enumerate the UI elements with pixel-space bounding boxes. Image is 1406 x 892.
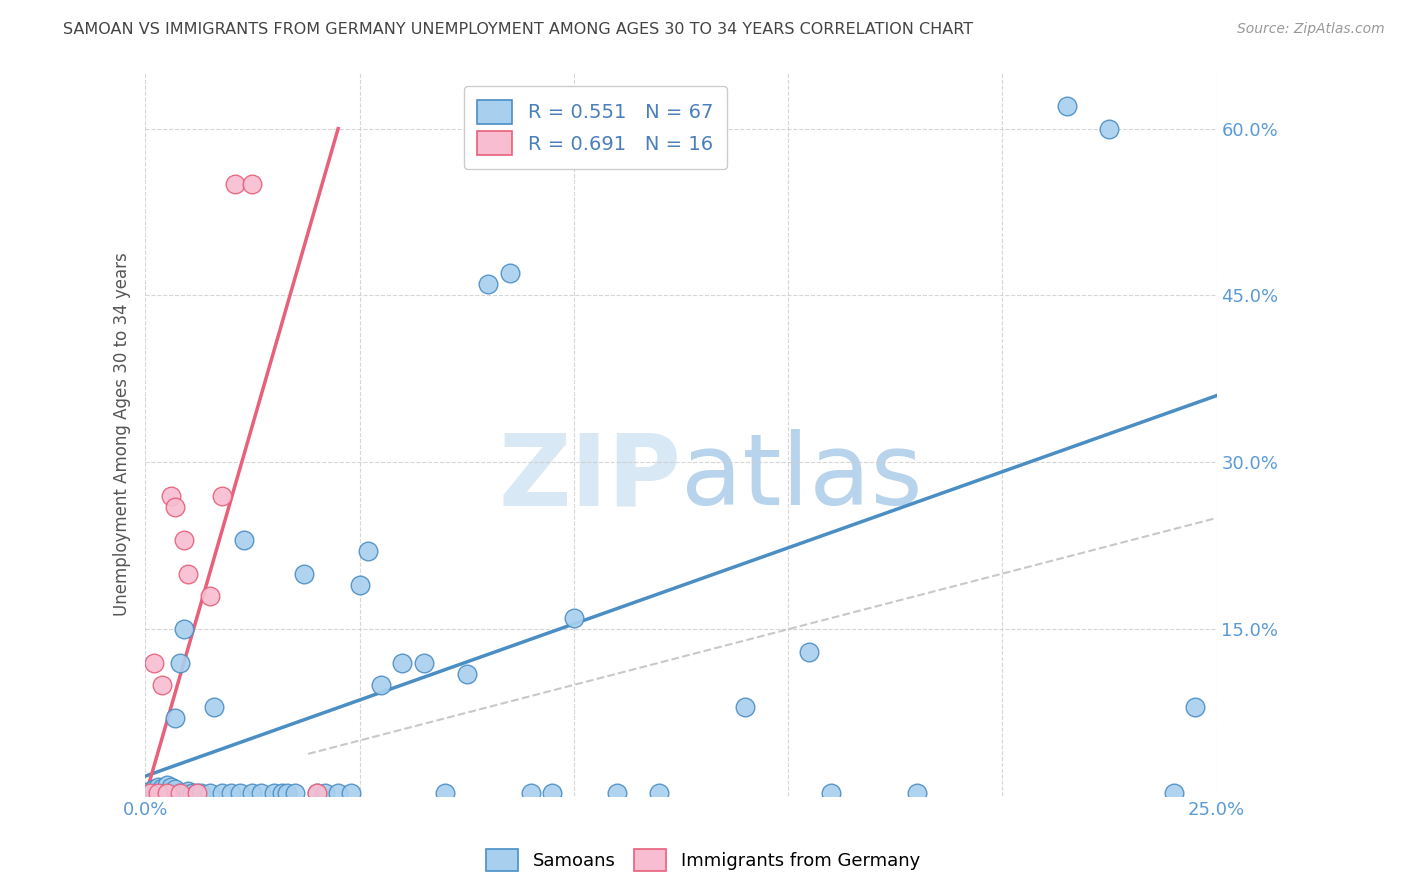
Point <box>165 782 187 797</box>
Point <box>160 786 183 800</box>
Point <box>186 786 208 800</box>
Point <box>146 780 169 795</box>
Point <box>242 178 264 192</box>
Point <box>156 786 179 800</box>
Point <box>326 786 349 800</box>
Point <box>905 786 928 800</box>
Point <box>477 277 499 292</box>
Legend: R = 0.551   N = 67, R = 0.691   N = 16: R = 0.551 N = 67, R = 0.691 N = 16 <box>464 87 727 169</box>
Point <box>202 700 225 714</box>
Point <box>498 266 520 280</box>
Point <box>156 786 179 800</box>
Point <box>165 500 187 514</box>
Point <box>177 786 200 800</box>
Point <box>152 786 174 800</box>
Point <box>146 786 169 800</box>
Point <box>156 778 179 792</box>
Point <box>370 678 392 692</box>
Point <box>219 786 242 800</box>
Point <box>1098 121 1121 136</box>
Point <box>292 566 315 581</box>
Point <box>340 786 363 800</box>
Point <box>541 786 564 800</box>
Point <box>152 678 174 692</box>
Point <box>142 656 165 670</box>
Point <box>190 786 212 800</box>
Point <box>173 786 195 800</box>
Point <box>305 786 328 800</box>
Point <box>160 489 183 503</box>
Point <box>173 533 195 548</box>
Point <box>412 656 434 670</box>
Point <box>357 544 380 558</box>
Text: Source: ZipAtlas.com: Source: ZipAtlas.com <box>1237 22 1385 37</box>
Text: atlas: atlas <box>681 429 922 526</box>
Point <box>156 783 179 797</box>
Point <box>284 786 307 800</box>
Point <box>228 786 250 800</box>
Point <box>349 578 371 592</box>
Point <box>606 786 628 800</box>
Y-axis label: Unemployment Among Ages 30 to 34 years: Unemployment Among Ages 30 to 34 years <box>114 252 131 616</box>
Point <box>232 533 254 548</box>
Point <box>169 656 191 670</box>
Point <box>242 786 264 800</box>
Point <box>138 783 160 797</box>
Point <box>177 566 200 581</box>
Point <box>146 783 169 797</box>
Point <box>1184 700 1206 714</box>
Point <box>142 786 165 800</box>
Point <box>177 783 200 797</box>
Point <box>434 786 457 800</box>
Point <box>152 783 174 797</box>
Point <box>520 786 543 800</box>
Point <box>562 611 585 625</box>
Point <box>160 780 183 795</box>
Point <box>271 786 294 800</box>
Point <box>138 786 160 800</box>
Point <box>160 783 183 797</box>
Point <box>799 644 821 658</box>
Point <box>169 786 191 800</box>
Point <box>456 666 478 681</box>
Point <box>165 786 187 800</box>
Point <box>734 700 756 714</box>
Point <box>305 786 328 800</box>
Point <box>391 656 413 670</box>
Point <box>211 489 233 503</box>
Point <box>211 786 233 800</box>
Legend: Samoans, Immigrants from Germany: Samoans, Immigrants from Germany <box>479 842 927 879</box>
Text: ZIP: ZIP <box>498 429 681 526</box>
Point <box>1163 786 1185 800</box>
Point <box>250 786 273 800</box>
Point <box>820 786 842 800</box>
Point <box>173 622 195 636</box>
Point <box>142 782 165 797</box>
Point <box>263 786 285 800</box>
Point <box>186 786 208 800</box>
Point <box>648 786 671 800</box>
Text: SAMOAN VS IMMIGRANTS FROM GERMANY UNEMPLOYMENT AMONG AGES 30 TO 34 YEARS CORRELA: SAMOAN VS IMMIGRANTS FROM GERMANY UNEMPL… <box>63 22 973 37</box>
Point <box>314 786 336 800</box>
Point <box>1056 99 1078 113</box>
Point <box>138 786 160 800</box>
Point <box>224 178 246 192</box>
Point <box>181 786 204 800</box>
Point <box>198 786 221 800</box>
Point <box>276 786 298 800</box>
Point <box>169 786 191 800</box>
Point <box>198 589 221 603</box>
Point <box>152 781 174 796</box>
Point <box>165 711 187 725</box>
Point <box>146 786 169 800</box>
